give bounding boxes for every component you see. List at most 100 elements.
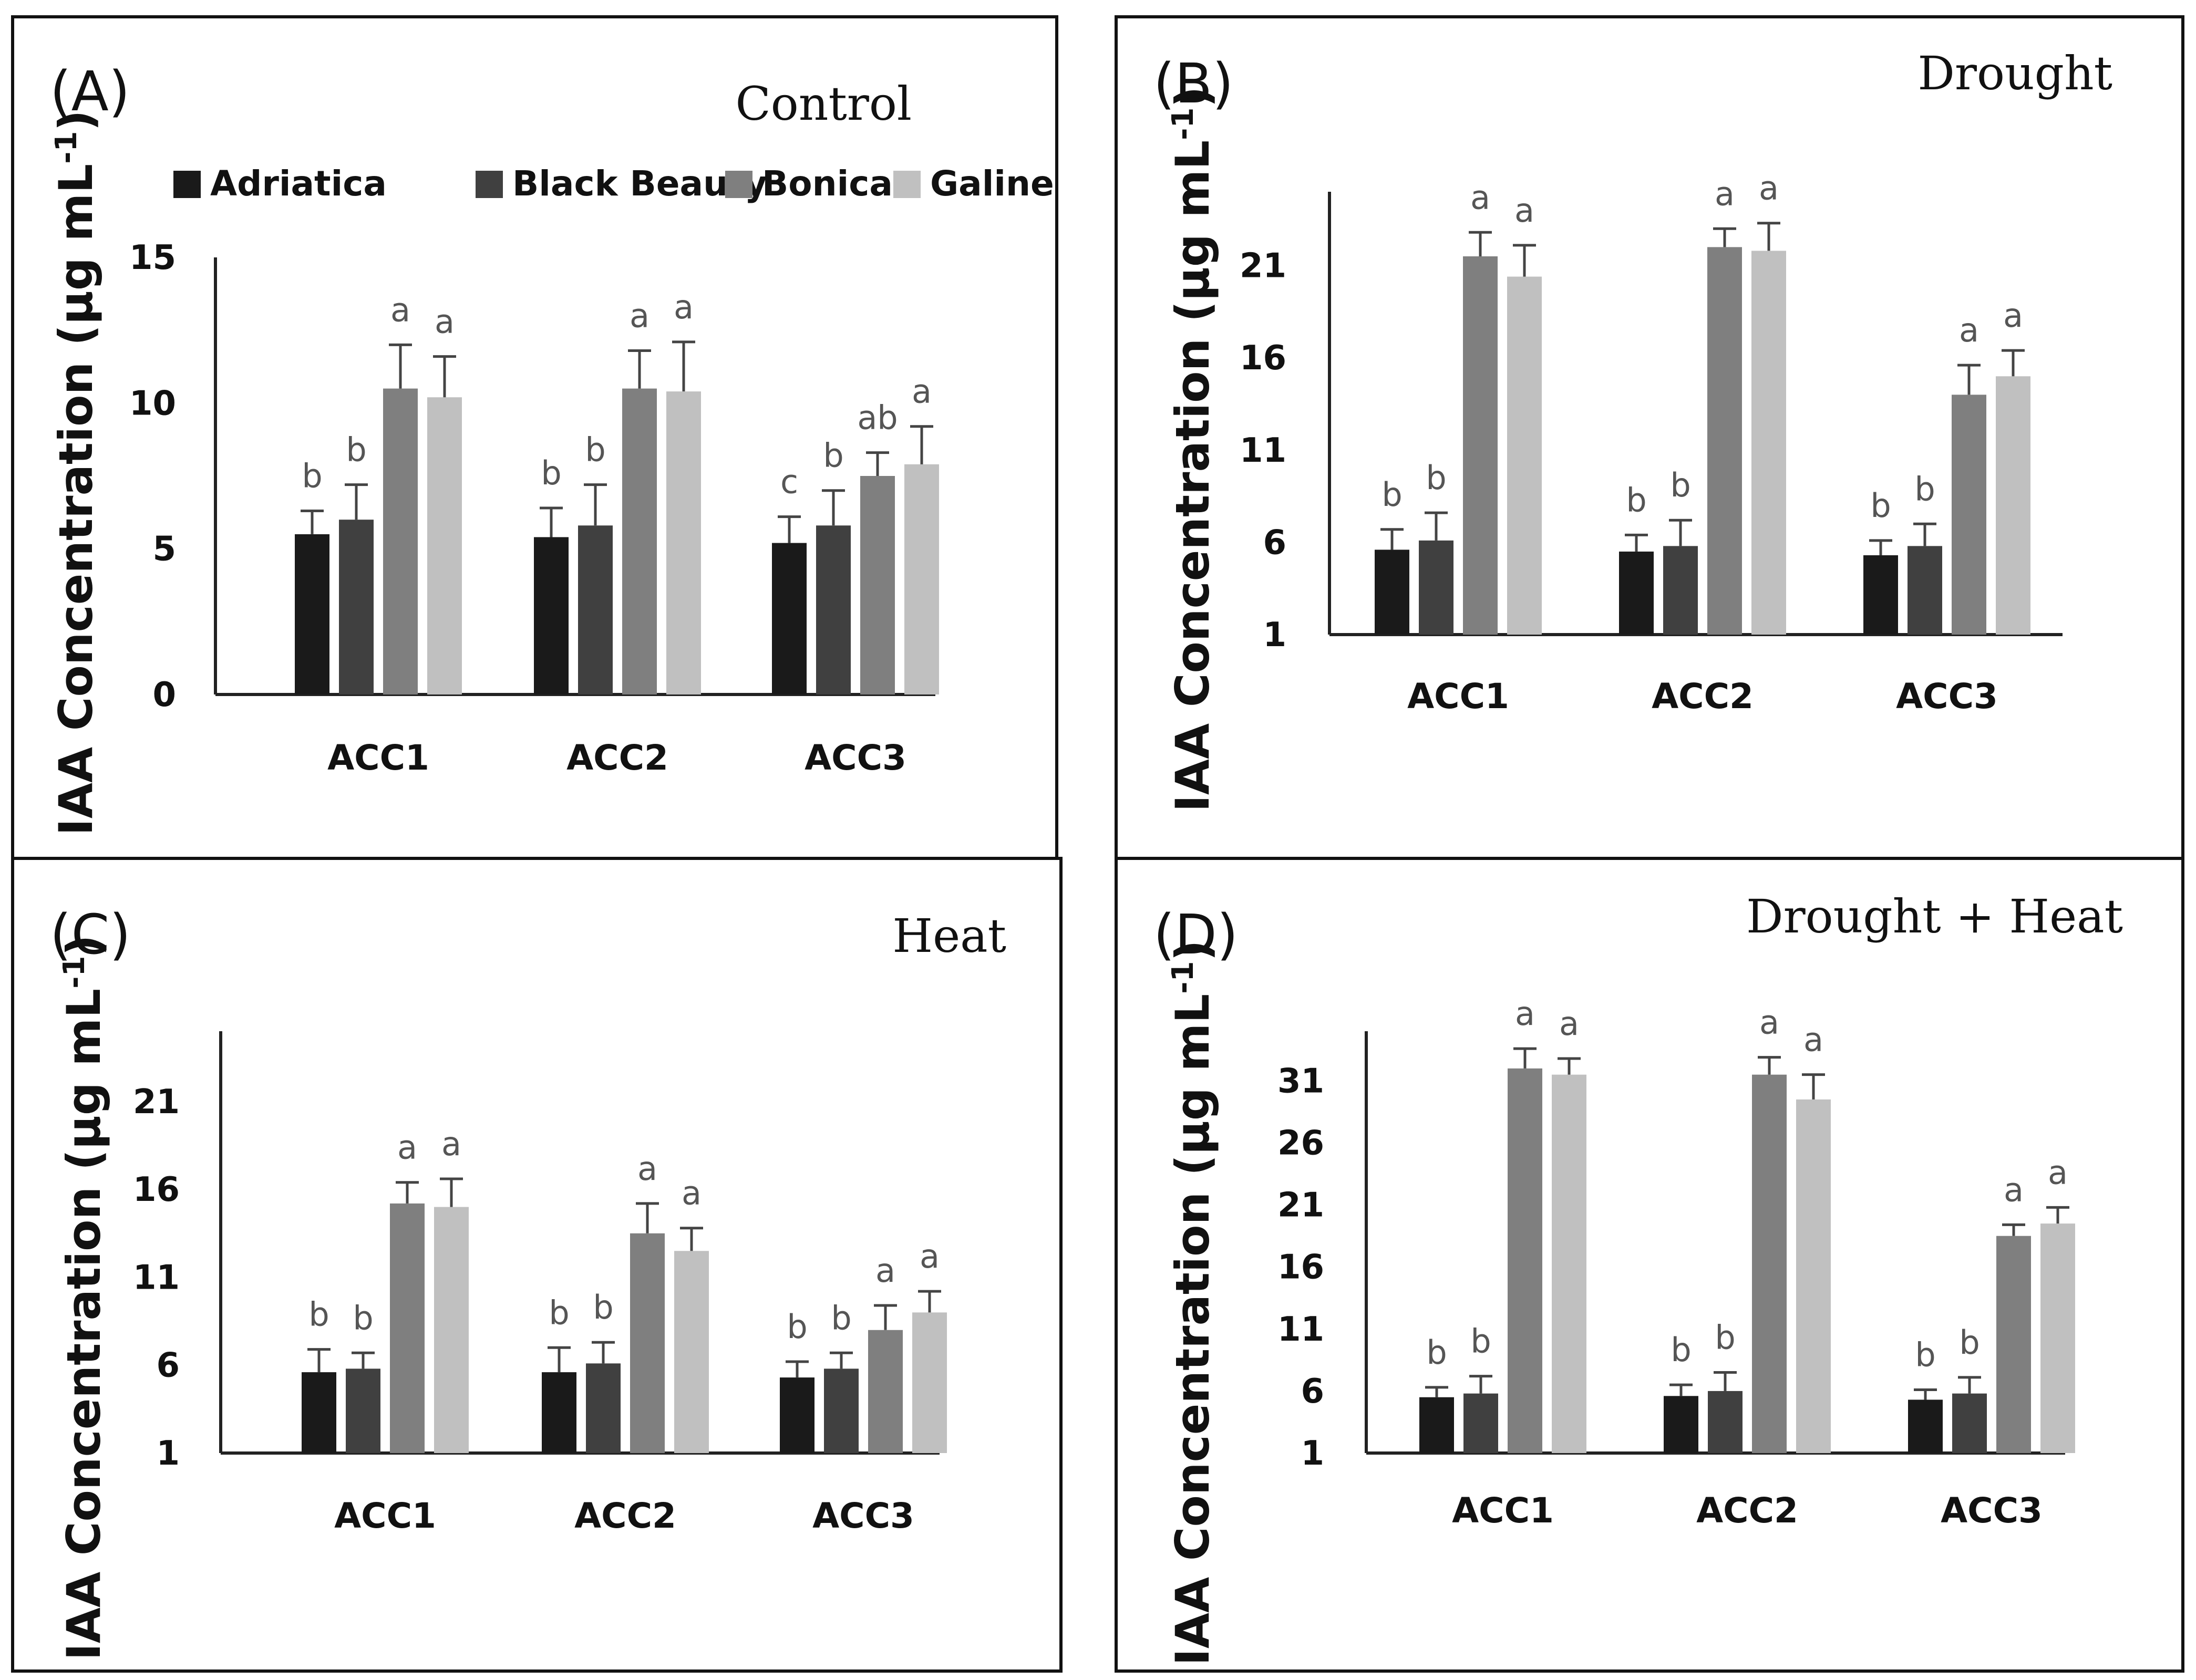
panel-c-significance-letter: a [441,1125,461,1163]
panel-b-title: Drought [1917,46,2112,100]
y-axis-label-superscript: -1 [1166,108,1200,140]
panel-b-significance-letter: b [1914,470,1935,508]
panel-d-significance-letter: b [1470,1322,1491,1361]
panel-c-significance-letter: a [920,1237,940,1275]
panel-d-bar [2040,1223,2075,1453]
panel-b-bar [1751,251,1786,635]
panel-d-significance-letter: b [1671,1331,1691,1369]
panel-d-bar [1664,1396,1698,1453]
panel-b-bar [1375,549,1409,635]
panel-b-bar [1507,276,1542,635]
panel-b-y-tick-label: 6 [1263,523,1286,562]
panel-a-significance-letter: a [674,288,694,326]
panel-b-bar [1863,555,1898,635]
legend-label: Bonica [762,163,893,204]
panel-d-y-tick-label: 16 [1277,1248,1324,1287]
panel-a-bar [860,476,895,694]
panel-b-bar [1996,376,2030,635]
legend-label: Black Beauty [512,163,767,204]
panel-c-y-tick-label: 16 [133,1170,180,1209]
panel-c-significance-letter: b [593,1288,613,1326]
panel-a-bar [816,525,851,694]
panel-d-bar [1508,1068,1542,1453]
panel-a-significance-letter: a [435,303,455,341]
panel-d-bar [1419,1397,1454,1453]
y-axis-label-main: IAA Concentration (µg mL [49,164,103,836]
panel-d-significance-letter: b [1715,1318,1735,1356]
panel-d-significance-letter: a [2048,1153,2068,1191]
panel-a-bar [383,388,418,694]
y-axis-label-close: ) [1166,940,1220,961]
panel-a-y-tick-label: 15 [129,238,176,277]
panel-b-bar [1663,546,1698,635]
panel-c-bar [868,1330,903,1453]
panel-a: (A) Control IAA Concentration (µg mL-1) 0 5 1… [49,59,939,836]
panel-b-significance-letter: b [1626,481,1646,519]
panel-c-significance-letter: b [353,1299,373,1337]
panel-a-bar [339,520,374,694]
y-axis-label-close: ) [57,935,111,956]
panel-a-significance-letter: b [823,437,843,475]
panel-d-significance-letter: a [1803,1021,1823,1059]
panel-b-y-tick-label: 11 [1240,431,1286,470]
panel-b-bar [1463,256,1498,635]
panel-b-significance-letter: b [1670,466,1690,504]
panel-b-significance-letter: b [1870,486,1891,525]
panel-c-bar [586,1363,621,1453]
panel-b-significance-letter: a [1715,174,1735,213]
panel-a-bar [666,391,701,694]
panel-c-y-tick-label: 1 [156,1434,180,1473]
panel-b-x-tick-label: ACC1 [1407,676,1509,717]
panel-d-y-tick-label: 31 [1277,1062,1324,1101]
y-axis-label-superscript: -1 [1166,961,1200,994]
panel-c-significance-letter: a [682,1174,702,1212]
panel-a-significance-letter: c [780,463,798,501]
panel-a-bar [904,464,939,694]
panel-a-bar [295,534,329,694]
legend-swatch [173,171,201,198]
panel-c-bar [630,1233,665,1453]
panel-a-x-tick-label: ACC3 [805,738,906,778]
panel-b-bar [1952,395,1986,635]
legend-swatch [476,171,503,198]
panel-a-y-tick-label: 0 [152,676,176,714]
panel-c-x-tick-label: ACC1 [334,1496,436,1536]
panel-c-x-tick-label: ACC2 [574,1496,676,1536]
panel-a-bar [534,537,569,694]
panel-c-y-tick-label: 21 [133,1083,180,1122]
panel-b-x-tick-label: ACC2 [1652,676,1754,717]
y-axis-label-close: ) [49,110,103,131]
panel-d-bar [1996,1236,2031,1453]
panel-b-significance-letter: a [2003,296,2023,335]
panel-d-bar [1908,1399,1943,1453]
y-axis-label-main: IAA Concentration (µg mL [1166,994,1220,1666]
panel-d-label: (D) [1153,903,1238,967]
panel-c-bar [346,1368,380,1453]
panel-a-bar [427,397,462,694]
panel-d-y-tick-label: 26 [1277,1124,1324,1163]
panel-d-y-tick-label: 21 [1277,1186,1324,1225]
panel-c-x-tick-label: ACC3 [812,1496,914,1536]
panel-b-x-tick-label: ACC3 [1896,676,1998,717]
panel-a-significance-letter: a [630,296,649,335]
panel-d-bar [1463,1393,1498,1453]
panel-c-label: (C) [50,903,131,967]
panel-b-label: (B) [1153,51,1234,116]
panel-b-y-tick-label: 16 [1240,339,1286,378]
panel-a-y-tick-label: 5 [152,530,176,569]
y-axis-label-superscript: -1 [57,956,91,989]
panel-b-bar [1908,546,1942,635]
panel-c-bar [674,1251,709,1453]
panel-c-bar [824,1368,859,1453]
panel-b-y-tick-label: 21 [1240,247,1286,286]
panel-a-x-tick-label: ACC2 [566,738,668,778]
panel-a-significance-letter: a [912,372,932,411]
panel-c-bar [912,1312,947,1453]
panel-a-significance-letter: b [541,454,561,492]
panel-a-significance-letter: ab [857,399,898,437]
panel-c-bar [434,1207,469,1453]
panel-b-significance-letter: a [1759,169,1779,208]
